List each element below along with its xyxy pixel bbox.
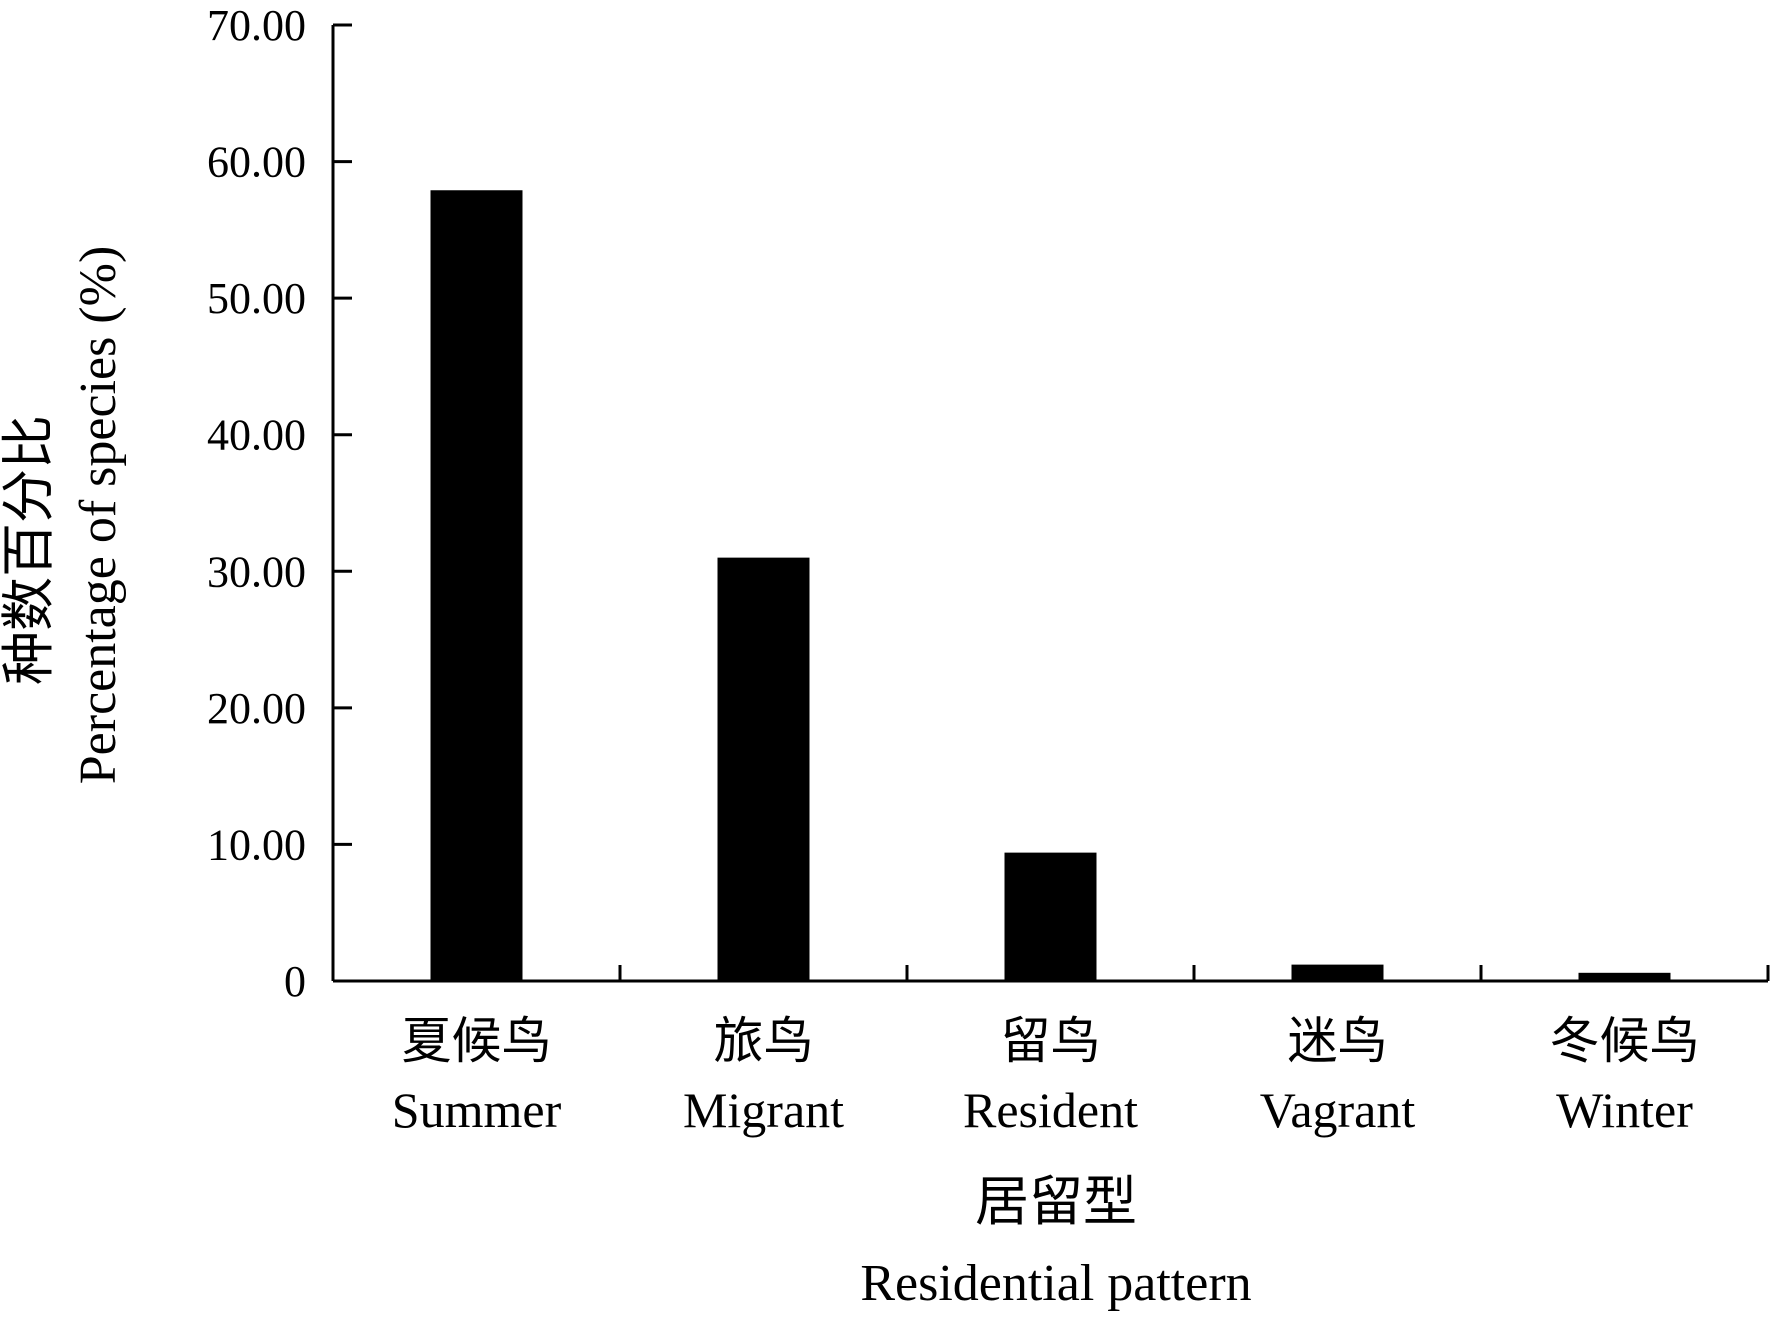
category-label-en: Summer — [392, 1082, 562, 1138]
bars — [430, 190, 1671, 981]
category-label-cn: 迷鸟 — [1288, 1013, 1388, 1069]
category-label-cn: 留鸟 — [1001, 1013, 1101, 1069]
category-label-cn: 冬候鸟 — [1550, 1013, 1700, 1069]
category-label-en: Winter — [1556, 1082, 1693, 1138]
category-label-en: Vagrant — [1260, 1082, 1416, 1138]
y-tick-label: 70.00 — [207, 1, 306, 50]
category-label-en: Migrant — [683, 1082, 844, 1138]
y-tick-label: 0 — [284, 957, 306, 1006]
y-axis-title-cn: 种数百分比 — [0, 415, 59, 685]
category-label-cn: 旅鸟 — [714, 1013, 814, 1069]
y-tick-label: 30.00 — [207, 547, 306, 596]
bar-migrant — [717, 557, 810, 981]
y-tick-label: 20.00 — [207, 684, 306, 733]
y-tick-label: 60.00 — [207, 138, 306, 187]
bar-resident — [1004, 852, 1097, 981]
bar-vagrant — [1291, 964, 1384, 981]
category-label-en: Resident — [963, 1082, 1138, 1138]
y-tick-label: 40.00 — [207, 411, 306, 460]
y-axis-title-en: Percentage of species (%) — [70, 246, 127, 785]
y-tick-label: 50.00 — [207, 274, 306, 323]
bar-summer — [430, 190, 523, 981]
bar-winter — [1578, 972, 1671, 981]
x-axis-title-cn: 居留型 — [975, 1172, 1137, 1232]
x-axis-title-en: Residential pattern — [860, 1255, 1251, 1312]
y-axis-ticks: 0 10.00 20.00 30.00 40.00 50.00 60.00 70.00 — [207, 1, 352, 1006]
x-axis-ticks — [618, 965, 1770, 981]
y-tick-label: 10.00 — [207, 820, 306, 869]
category-labels: 夏候鸟 Summer 旅鸟 Migrant 留鸟 Resident 迷鸟 Vagrant 冬候鸟… — [392, 1013, 1700, 1138]
category-label-cn: 夏候鸟 — [402, 1013, 552, 1069]
